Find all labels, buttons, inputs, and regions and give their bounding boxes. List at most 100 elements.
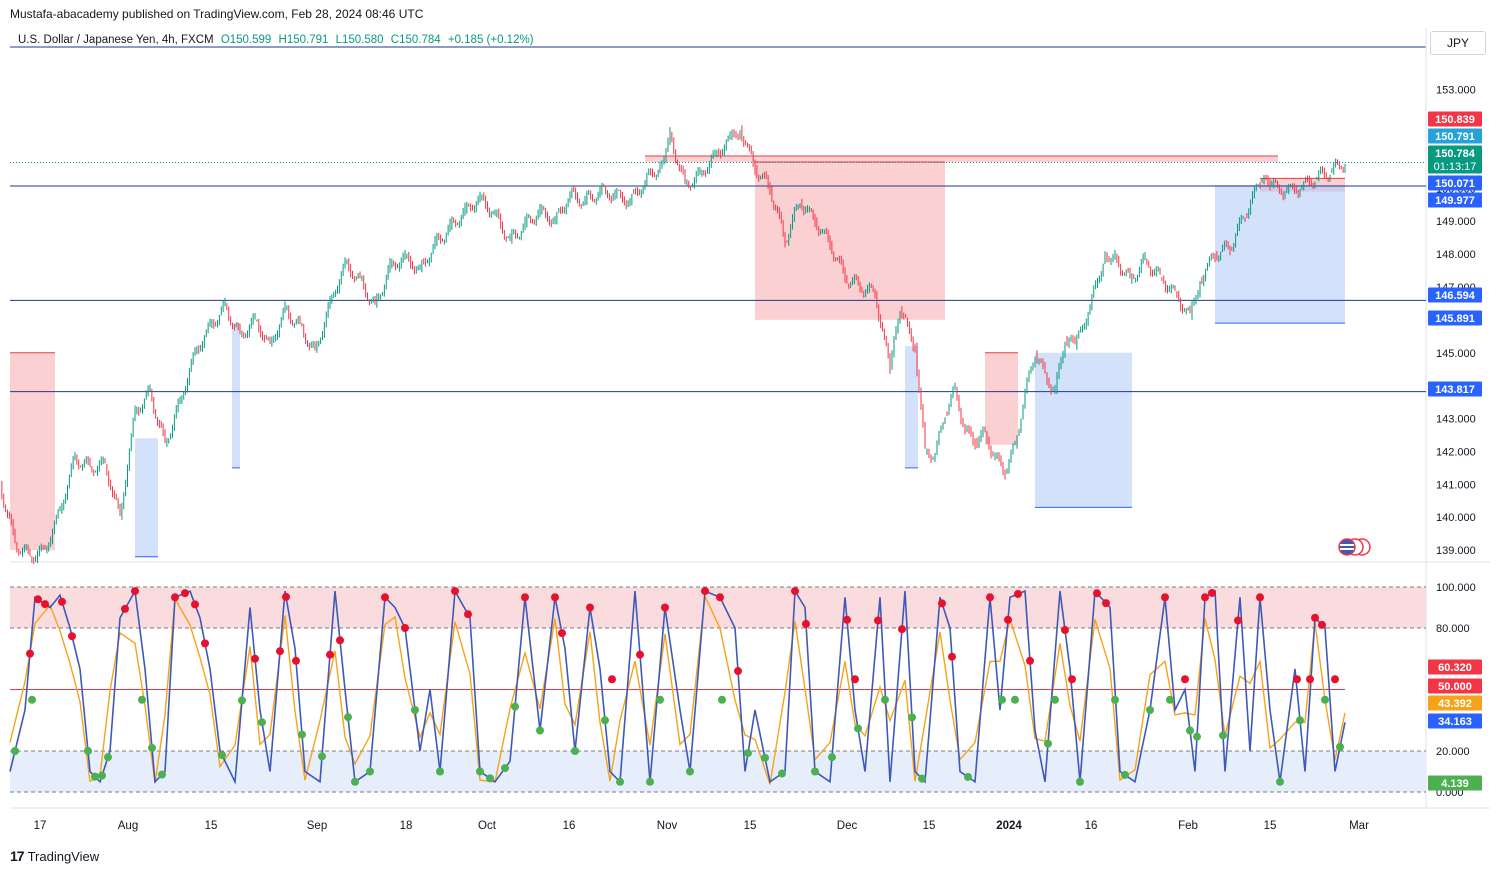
overbought-marker	[843, 615, 851, 624]
stoch-tag-label: 4.139	[1441, 778, 1469, 790]
time-axis-label: Dec	[837, 820, 858, 832]
demand-zone	[232, 323, 240, 468]
flag-stripe	[1340, 544, 1354, 546]
stoch-k-line	[9, 588, 1346, 785]
price-tag-bg	[1428, 128, 1482, 144]
overbought-marker	[1318, 620, 1326, 629]
oversold-marker	[1193, 732, 1201, 741]
time-axis-label: 15	[923, 820, 936, 832]
overbought-marker	[586, 603, 594, 612]
demand-zone	[1035, 352, 1132, 508]
time-axis-label: Feb	[1178, 820, 1198, 832]
oversold-marker	[718, 695, 726, 704]
oversold-marker	[998, 695, 1006, 704]
price-tag-label: 150.839	[1435, 114, 1475, 126]
price-tag-label: 149.977	[1435, 195, 1475, 207]
overbought-marker	[191, 600, 199, 609]
overbought-marker	[986, 593, 994, 602]
price-axis-label: 143.000	[1436, 414, 1476, 426]
oversold-marker	[148, 743, 156, 752]
overbought-marker	[34, 595, 42, 604]
price-tag-bg	[1428, 175, 1482, 191]
overbought-marker	[276, 647, 284, 656]
symbol-name: U.S. Dollar / Japanese Yen, 4h, FXCM	[18, 34, 214, 46]
oversold-marker	[1321, 695, 1329, 704]
overbought-marker	[1161, 593, 1169, 602]
price-tag-label: 146.594	[1435, 290, 1476, 302]
overbought-marker	[451, 587, 459, 596]
currency-selector[interactable]: JPY	[1430, 31, 1486, 55]
price-axis-label: 139.000	[1436, 545, 1476, 557]
oversold-marker	[1219, 731, 1227, 740]
overbought-marker	[716, 593, 724, 602]
overbought-marker	[121, 604, 129, 613]
overbought-marker	[201, 639, 209, 648]
price-tag: 150.791	[1428, 128, 1482, 144]
overbought-marker	[791, 587, 799, 596]
overbought-marker	[1306, 675, 1314, 684]
oversold-marker	[501, 764, 509, 773]
overbought-marker	[874, 616, 882, 625]
stoch-tag-bg	[1428, 713, 1482, 729]
tradingview-logo[interactable]: 17 TradingView	[10, 848, 99, 864]
symbol-legend[interactable]: U.S. Dollar / Japanese Yen, 4h, FXCM O15…	[18, 34, 534, 46]
oversold-band	[10, 751, 1426, 792]
event-flag-1[interactable]	[1338, 538, 1356, 556]
overbought-marker	[551, 593, 559, 602]
oversold-marker	[1186, 726, 1194, 735]
oversold-marker	[98, 771, 106, 780]
oversold-marker	[1044, 739, 1052, 748]
stoch-tag-bg	[1428, 775, 1482, 791]
overbought-marker	[1201, 593, 1209, 602]
price-tag-label: 150.784	[1435, 148, 1476, 160]
stoch-tag-bg	[1428, 695, 1482, 711]
overbought-marker	[1068, 675, 1076, 684]
stoch-tag-bg	[1428, 659, 1482, 675]
oversold-marker	[1296, 716, 1304, 725]
oversold-marker	[1336, 742, 1344, 751]
overbought-marker	[1093, 589, 1101, 598]
stoch-tag: 60.320	[1428, 659, 1482, 675]
overbought-marker	[661, 603, 669, 612]
price-tag: 143.817	[1428, 381, 1482, 397]
overbought-marker	[292, 656, 300, 665]
overbought-marker	[701, 587, 709, 596]
time-axis-label: Mar	[1349, 820, 1369, 832]
stoch-tag: 43.392	[1428, 695, 1482, 711]
oversold-marker	[158, 770, 166, 779]
oversold-marker	[84, 747, 92, 755]
time-axis-label: Sep	[307, 820, 327, 832]
us-flag-icon[interactable]	[1338, 538, 1371, 556]
oversold-marker	[1276, 777, 1284, 786]
price-axis-label: 148.000	[1436, 249, 1476, 261]
oversold-marker	[918, 774, 926, 783]
price-tag: 146.594	[1428, 287, 1482, 303]
overbought-marker	[171, 593, 179, 602]
overbought-marker	[1102, 599, 1110, 608]
oversold-marker	[486, 774, 494, 783]
oversold-marker	[28, 695, 36, 704]
stoch-axis-label: 20.000	[1436, 746, 1470, 758]
oversold-marker	[686, 767, 694, 776]
overbought-marker	[948, 652, 956, 661]
demand-zone	[905, 346, 918, 468]
price-tag: 145.891	[1428, 310, 1482, 326]
tv-logo-text: TradingView	[27, 848, 100, 864]
price-tag-bg	[1428, 111, 1482, 127]
oversold-marker	[908, 713, 916, 722]
time-axis-label: 15	[744, 820, 757, 832]
price-tag-label: 145.891	[1435, 313, 1475, 325]
oversold-marker	[258, 718, 266, 727]
oversold-marker	[1121, 770, 1129, 779]
oversold-marker	[104, 753, 112, 762]
ohlc-low: L150.580	[335, 34, 384, 46]
stoch-tag-label: 43.392	[1438, 698, 1472, 710]
oversold-marker	[778, 769, 786, 778]
oversold-marker	[366, 767, 374, 776]
stoch-tag: 34.163	[1428, 713, 1482, 729]
price-tag: 149.977	[1428, 192, 1482, 208]
overbought-marker	[1234, 616, 1242, 625]
price-tag-bg	[1428, 145, 1482, 174]
